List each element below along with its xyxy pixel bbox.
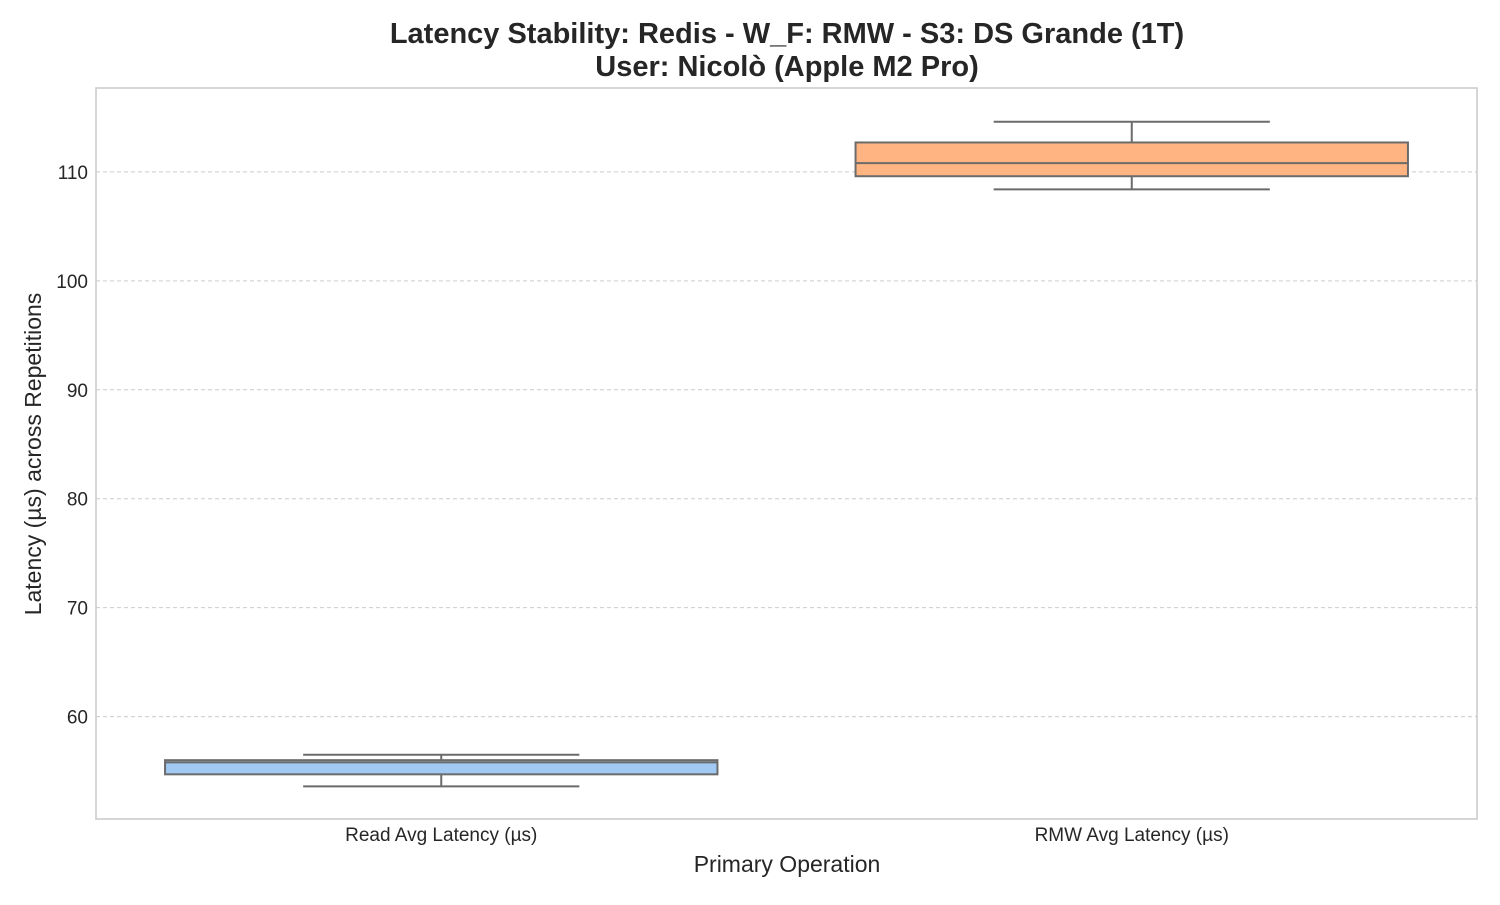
iqr-box [854,141,1409,178]
grid-lines [96,171,1477,718]
x-axis-ticks: Read Avg Latency (µs) RMW Avg Latency (µs… [345,825,1229,846]
box-group [854,120,1409,191]
y-tick-label: 100 [56,272,88,293]
y-tick-label: 110 [58,163,88,184]
plot-frame [95,87,1478,820]
x-tick-label: RMW Avg Latency (µs) [1035,825,1229,846]
chart-title: Latency Stability: Redis - W_F: RMW - S3… [390,18,1184,50]
y-axis-label: Latency (µs) across Repetitions [20,293,46,616]
y-tick-label: 80 [67,490,88,511]
iqr-box [164,759,719,776]
y-tick-label: 90 [67,381,88,402]
x-tick-label: Read Avg Latency (µs) [345,825,537,846]
box-group [164,753,719,788]
y-axis-ticks: 60 70 80 90 100 110 [56,163,88,729]
box-series [164,120,1409,788]
y-tick-label: 70 [67,599,88,620]
y-tick-label: 60 [67,708,88,729]
chart-subtitle: User: Nicolò (Apple M2 Pro) [595,51,979,83]
x-axis-label: Primary Operation [694,851,881,877]
